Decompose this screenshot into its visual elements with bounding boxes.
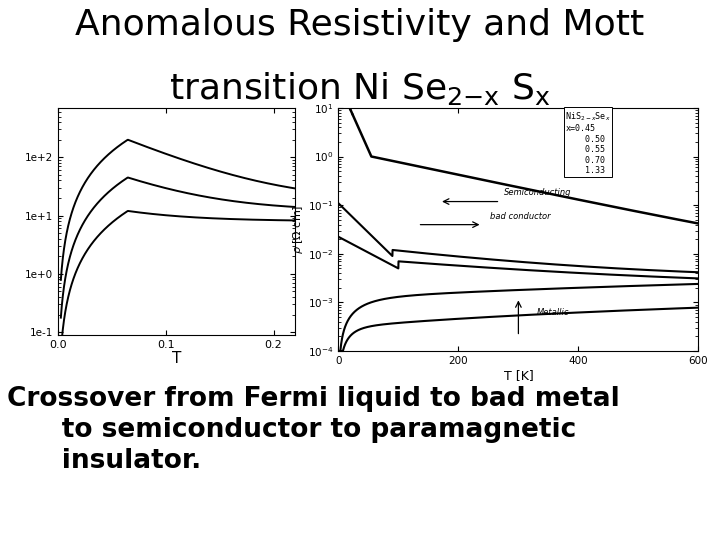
Text: Crossover from Fermi liquid to bad metal
      to semiconductor to paramagnetic
: Crossover from Fermi liquid to bad metal… bbox=[7, 386, 620, 474]
Text: bad conductor: bad conductor bbox=[490, 212, 550, 221]
Y-axis label: $\rho$: $\rho$ bbox=[0, 193, 1, 221]
X-axis label: T [K]: T [K] bbox=[503, 369, 534, 382]
Text: Metallic: Metallic bbox=[536, 308, 569, 316]
Text: Semiconducting: Semiconducting bbox=[504, 188, 572, 197]
Text: transition Ni Se$_{2\mathsf{-x}}$ S$_\mathsf{x}$: transition Ni Se$_{2\mathsf{-x}}$ S$_\ma… bbox=[169, 70, 551, 107]
Y-axis label: $\rho$ [$\Omega$ cm]: $\rho$ [$\Omega$ cm] bbox=[291, 205, 305, 254]
Text: NiS$_{2-x}$Se$_x$
x=0.45
    0.50
    0.55
    0.70
    1.33: NiS$_{2-x}$Se$_x$ x=0.45 0.50 0.55 0.70 … bbox=[565, 111, 611, 175]
X-axis label: T: T bbox=[171, 351, 181, 366]
Text: Anomalous Resistivity and Mott: Anomalous Resistivity and Mott bbox=[76, 8, 644, 42]
